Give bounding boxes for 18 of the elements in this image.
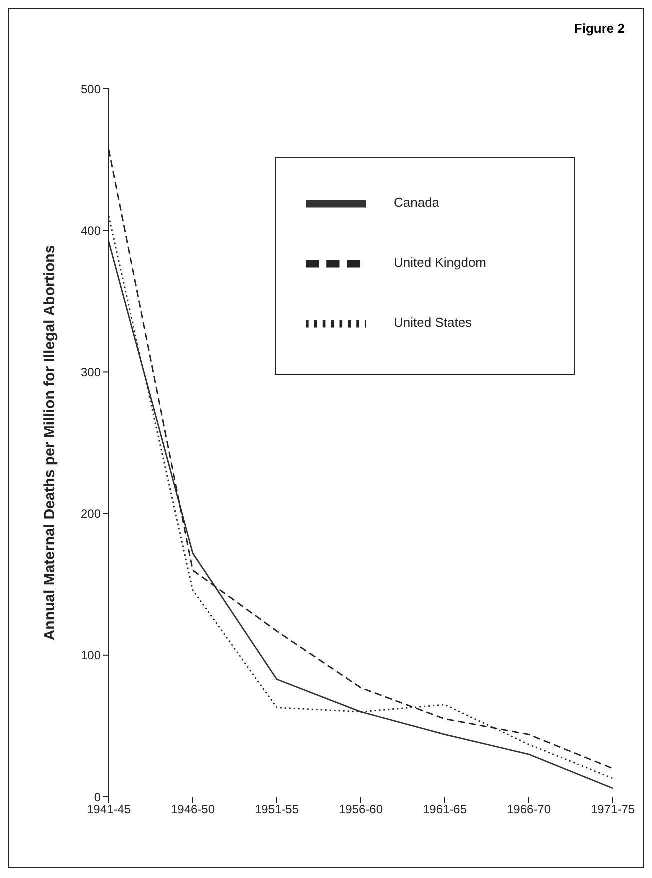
chart-title: Figure 2 [574, 21, 625, 36]
x-tick-label: 1951-55 [254, 802, 300, 817]
x-tick-label: 1966-70 [506, 802, 552, 817]
y-tick-label: 0 [94, 790, 102, 804]
x-tick-label: 1956-60 [338, 802, 384, 817]
y-axis-title: Annual Maternal Deaths per Million for Illegal Abortions [41, 245, 58, 641]
x-tick-label: 1946-50 [170, 802, 216, 817]
x-tick-label: 1941-45 [86, 802, 132, 817]
legend-label: Canada [394, 195, 440, 210]
y-tick-label: 400 [80, 224, 102, 238]
x-tick-label: 1961-65 [422, 802, 468, 817]
y-tick-label: 300 [80, 365, 102, 380]
y-tick-label: 500 [80, 82, 102, 96]
y-tick-label: 100 [80, 648, 102, 663]
y-tick-label: 200 [80, 507, 102, 522]
x-tick-label: 1971-75 [590, 802, 636, 817]
legend-label: United States [394, 315, 472, 330]
legend-label: United Kingdom [394, 255, 486, 270]
